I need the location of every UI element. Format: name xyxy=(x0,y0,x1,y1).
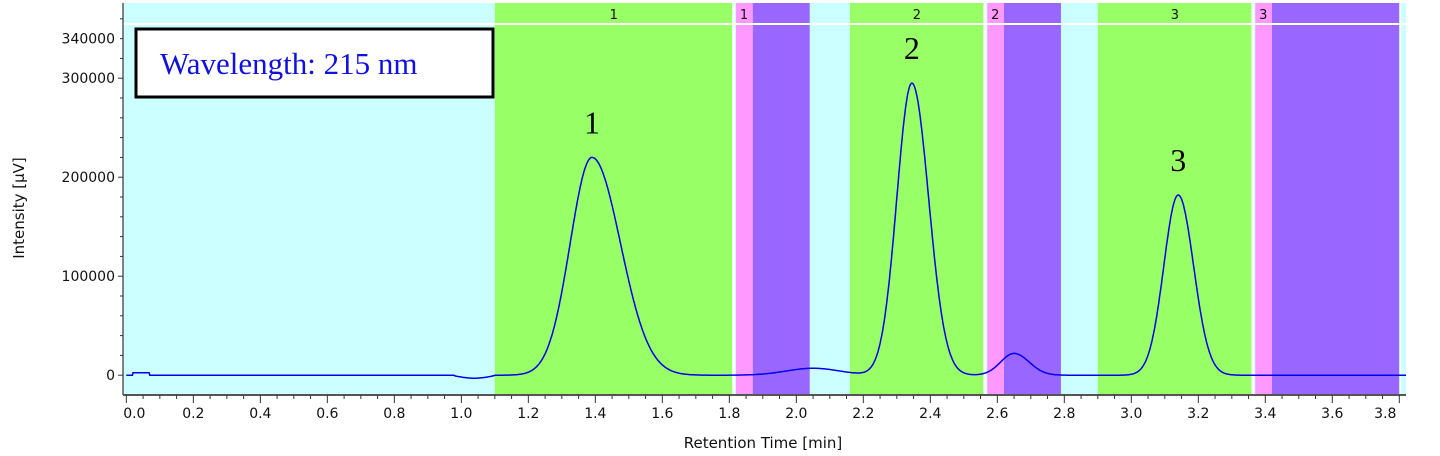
x-tick-label: 2.8 xyxy=(1053,406,1075,422)
x-tick-label: 0.6 xyxy=(316,406,338,422)
band-pink_window xyxy=(987,3,1005,395)
annotation-text: Wavelength: 215 nm xyxy=(160,46,418,81)
x-tick-label: 3.0 xyxy=(1120,406,1142,422)
x-tick-label: 2.0 xyxy=(785,406,807,422)
band-separator xyxy=(983,3,987,395)
x-tick-label: 0.8 xyxy=(383,406,405,422)
band-label: 3 xyxy=(1259,8,1267,23)
band-label: 2 xyxy=(991,8,999,23)
y-tick-label: 100000 xyxy=(62,269,115,285)
peak-label: 2 xyxy=(904,30,920,66)
band-separator xyxy=(732,3,736,395)
peak-label: 1 xyxy=(584,104,600,140)
band-separator xyxy=(1399,3,1402,395)
x-tick-label: 3.6 xyxy=(1321,406,1343,422)
x-tick-label: 1.4 xyxy=(584,406,606,422)
band-purple_window xyxy=(752,3,810,395)
band-layer: 1 1 2 2 3 3 xyxy=(123,3,1406,395)
x-tick-label: 0.2 xyxy=(182,406,204,422)
chromatogram-trace xyxy=(126,82,1406,379)
y-tick-label: 340000 xyxy=(62,32,115,48)
y-tick-label: 200000 xyxy=(62,170,115,186)
band-peak_window xyxy=(849,3,984,395)
band-pink_window xyxy=(1255,3,1273,395)
x-tick-label: 2.6 xyxy=(986,406,1008,422)
band-label: 2 xyxy=(913,8,921,23)
band-label: 1 xyxy=(610,8,618,23)
band-label: 1 xyxy=(740,8,748,23)
annotation-box: Wavelength: 215 nm xyxy=(134,27,495,99)
x-tick-label: 0.0 xyxy=(123,406,145,422)
x-tick-label: 2.4 xyxy=(919,406,941,422)
x-tick-label: 1.2 xyxy=(517,406,539,422)
x-tick-label: 1.6 xyxy=(651,406,673,422)
trace-layer: 1 2 3 xyxy=(126,30,1406,379)
x-tick-label: 1.0 xyxy=(450,406,472,422)
y-axis-label: Intensity [µV] xyxy=(10,157,28,259)
band-purple_window xyxy=(1272,3,1400,395)
band-peak_window xyxy=(494,3,733,395)
axes: 0.0 0.2 0.4 0.6 0.8 1.0 1.2 1.4 1.6 1.8 2.0 2.2 2.4 2… xyxy=(62,3,1406,422)
x-tick-label: 3.2 xyxy=(1187,406,1209,422)
band-separator xyxy=(1251,3,1255,395)
y-tick-label: 0 xyxy=(106,368,115,384)
peak-label: 3 xyxy=(1170,142,1186,178)
x-tick-label: 2.2 xyxy=(852,406,874,422)
x-tick-label: 0.4 xyxy=(249,406,271,422)
x-axis-label: Retention Time [min] xyxy=(684,434,843,452)
band-pink_window xyxy=(736,3,753,395)
y-tick-label: 300000 xyxy=(62,71,115,87)
x-tick-label: 3.8 xyxy=(1374,406,1396,422)
band-label: 3 xyxy=(1171,8,1179,23)
x-tick-label: 1.8 xyxy=(718,406,740,422)
x-tick-label: 3.4 xyxy=(1254,406,1276,422)
band-purple_window xyxy=(1004,3,1061,395)
